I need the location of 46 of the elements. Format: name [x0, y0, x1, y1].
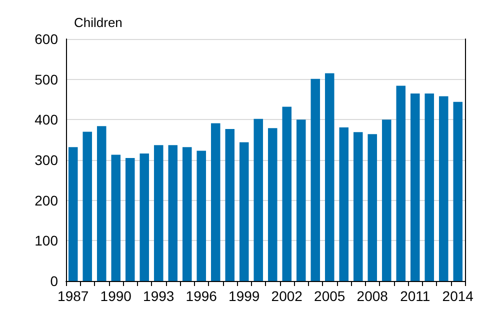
bar	[396, 86, 406, 281]
bar	[382, 120, 392, 281]
x-tick-label: 2014	[442, 288, 474, 304]
x-tick-label: 2002	[271, 288, 303, 304]
bar	[239, 142, 249, 281]
bar	[210, 123, 220, 281]
bar	[154, 145, 164, 281]
y-tick-label: 600	[34, 31, 58, 47]
bar	[282, 106, 292, 281]
bar	[182, 147, 192, 281]
y-tick-label: 100	[34, 232, 58, 249]
bar	[82, 132, 92, 281]
y-tick-label: 0	[50, 273, 58, 289]
y-axis-title: Children	[74, 15, 122, 30]
x-tick-label: 2008	[356, 288, 388, 304]
x-tick-label: 1990	[100, 288, 132, 304]
bar	[125, 158, 135, 281]
y-tick-label: 400	[34, 112, 58, 128]
x-tick-label: 1996	[186, 288, 218, 304]
bar	[268, 128, 278, 281]
bar	[68, 147, 78, 281]
bar	[339, 127, 349, 281]
bar	[254, 118, 264, 281]
x-tick-label: 1993	[143, 288, 174, 304]
x-tick-label: 2011	[400, 288, 430, 304]
bar	[111, 154, 121, 281]
bar	[424, 93, 434, 281]
y-tick-label: 300	[34, 152, 58, 168]
bar	[368, 134, 378, 281]
bar	[225, 128, 235, 281]
bar	[324, 73, 334, 281]
bar	[296, 120, 306, 281]
bar	[353, 132, 363, 281]
x-tick-label: 2005	[314, 288, 346, 304]
bar	[438, 96, 448, 281]
bar	[310, 78, 320, 281]
y-tick-label: 500	[34, 71, 58, 88]
bar	[140, 154, 150, 281]
bar	[410, 93, 420, 281]
bar	[196, 150, 206, 281]
y-tick-label: 200	[34, 192, 58, 208]
bar	[168, 145, 178, 281]
x-tick-label: 1987	[58, 288, 89, 304]
x-tick-label: 1999	[228, 288, 260, 304]
bar	[96, 126, 106, 281]
bar	[453, 102, 463, 281]
